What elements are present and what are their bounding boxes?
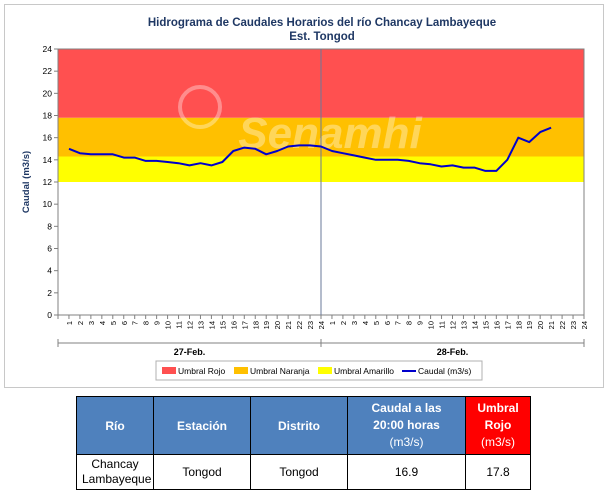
day-label: 27-Feb.: [174, 347, 206, 357]
summary-table-wrap: Río Estación Distrito Caudal a las 20:00…: [76, 396, 531, 490]
cell-umbral: 17.8: [465, 454, 531, 490]
header-estacion: Estación: [153, 396, 251, 455]
x-tick-label: 3: [350, 321, 359, 325]
y-tick-label: 24: [43, 44, 53, 54]
x-tick-label: 21: [284, 321, 293, 329]
header-caudal: Caudal a las 20:00 horas (m3/s): [347, 396, 466, 455]
cell-distrito: Tongod: [250, 454, 348, 490]
legend-umbral-naranja-swatch: [234, 367, 248, 374]
x-tick-label: 12: [186, 321, 195, 329]
x-tick-label: 10: [427, 321, 436, 329]
legend-umbral-naranja-label: Umbral Naranja: [250, 366, 310, 376]
x-tick-label: 6: [120, 321, 129, 325]
x-tick-label: 14: [470, 321, 479, 329]
x-tick-label: 20: [536, 321, 545, 329]
x-tick-label: 7: [394, 321, 403, 325]
x-tick-label: 13: [459, 321, 468, 329]
y-axis-label: Caudal (m3/s): [21, 151, 32, 213]
hydrograph-chart: Hidrograma de Caudales Horarios del río …: [21, 17, 589, 381]
cell-rio: Chancay Lambayeque: [76, 454, 154, 490]
y-tick-label: 0: [47, 310, 52, 320]
legend-umbral-rojo-label: Umbral Rojo: [178, 366, 226, 376]
x-tick-label: 3: [87, 321, 96, 325]
cell-estacion: Tongod: [153, 454, 251, 490]
chart-panel: Hidrograma de Caudales Horarios del río …: [4, 4, 604, 388]
x-tick-label: 7: [131, 321, 140, 325]
header-distrito: Distrito: [250, 396, 348, 455]
watermark-sun-icon: [178, 85, 222, 129]
legend-umbral-amarillo-label: Umbral Amarillo: [334, 366, 394, 376]
chart-subtitle: Est. Tongod: [289, 31, 355, 43]
x-tick-label: 24: [317, 321, 326, 329]
legend-umbral-rojo-swatch: [162, 367, 176, 374]
x-tick-label: 1: [328, 321, 337, 325]
x-tick-label: 18: [251, 321, 260, 329]
series-line-caudal: [68, 126, 552, 172]
x-tick-label: 2: [339, 321, 348, 325]
y-tick-label: 14: [43, 155, 53, 165]
x-tick-label: 19: [525, 321, 534, 329]
x-tick-label: 22: [558, 321, 567, 329]
x-tick-label: 8: [142, 321, 151, 325]
y-tick-label: 2: [47, 288, 52, 298]
x-tick-label: 11: [438, 321, 447, 329]
x-tick-label: 5: [372, 321, 381, 325]
header-umbral: Umbral Rojo (m3/s): [465, 396, 531, 455]
table-header-row: Río Estación Distrito Caudal a las 20:00…: [76, 396, 531, 455]
table-row: Chancay Lambayeque Tongod Tongod 16.9 17…: [76, 454, 531, 490]
header-caudal-label: Caudal a las 20:00 horas: [371, 401, 442, 432]
x-tick-label: 23: [569, 321, 578, 329]
y-tick-label: 18: [43, 111, 53, 121]
x-tick-label: 16: [492, 321, 501, 329]
summary-table: Río Estación Distrito Caudal a las 20:00…: [76, 396, 531, 490]
x-tick-label: 4: [361, 321, 370, 325]
y-tick-label: 6: [47, 244, 52, 254]
x-tick-label: 17: [503, 321, 512, 329]
y-tick-label: 16: [43, 133, 53, 143]
x-tick-label: 15: [481, 321, 490, 329]
y-tick-label: 8: [47, 221, 52, 231]
legend-umbral-amarillo-swatch: [318, 367, 332, 374]
x-tick-label: 17: [240, 321, 249, 329]
x-tick-label: 9: [153, 321, 162, 325]
header-caudal-unit: (m3/s): [389, 435, 424, 449]
x-tick-label: 23: [306, 321, 315, 329]
legend-caudal-label: Caudal (m3/s): [418, 366, 472, 376]
x-tick-label: 13: [196, 321, 205, 329]
header-rio: Río: [76, 396, 154, 455]
y-tick-label: 20: [43, 88, 53, 98]
x-tick-label: 14: [207, 321, 216, 329]
header-umbral-unit: (m3/s): [481, 435, 515, 449]
x-tick-label: 19: [262, 321, 271, 329]
x-tick-label: 1: [65, 321, 74, 325]
x-tick-label: 16: [229, 321, 238, 329]
x-tick-label: 18: [514, 321, 523, 329]
x-tick-label: 10: [164, 321, 173, 329]
x-tick-label: 24: [580, 321, 589, 329]
y-tick-label: 4: [47, 266, 52, 276]
x-tick-label: 21: [547, 321, 556, 329]
x-tick-label: 2: [76, 321, 85, 325]
x-tick-label: 4: [98, 321, 107, 325]
y-tick-label: 12: [43, 177, 53, 187]
x-tick-label: 15: [218, 321, 227, 329]
x-tick-label: 5: [109, 321, 118, 325]
x-tick-label: 12: [449, 321, 458, 329]
x-tick-label: 6: [383, 321, 392, 325]
chart-title: Hidrograma de Caudales Horarios del río …: [148, 17, 496, 29]
y-tick-label: 10: [43, 199, 53, 209]
x-tick-label: 20: [273, 321, 282, 329]
x-tick-label: 9: [416, 321, 425, 325]
day-label: 28-Feb.: [437, 347, 469, 357]
x-tick-label: 8: [405, 321, 414, 325]
x-tick-label: 22: [295, 321, 304, 329]
cell-caudal: 16.9: [347, 454, 466, 490]
x-tick-label: 11: [175, 321, 184, 329]
header-umbral-label: Umbral Rojo: [477, 401, 519, 432]
cell-rio-text: Chancay Lambayeque: [82, 457, 152, 486]
y-tick-label: 22: [43, 66, 53, 76]
